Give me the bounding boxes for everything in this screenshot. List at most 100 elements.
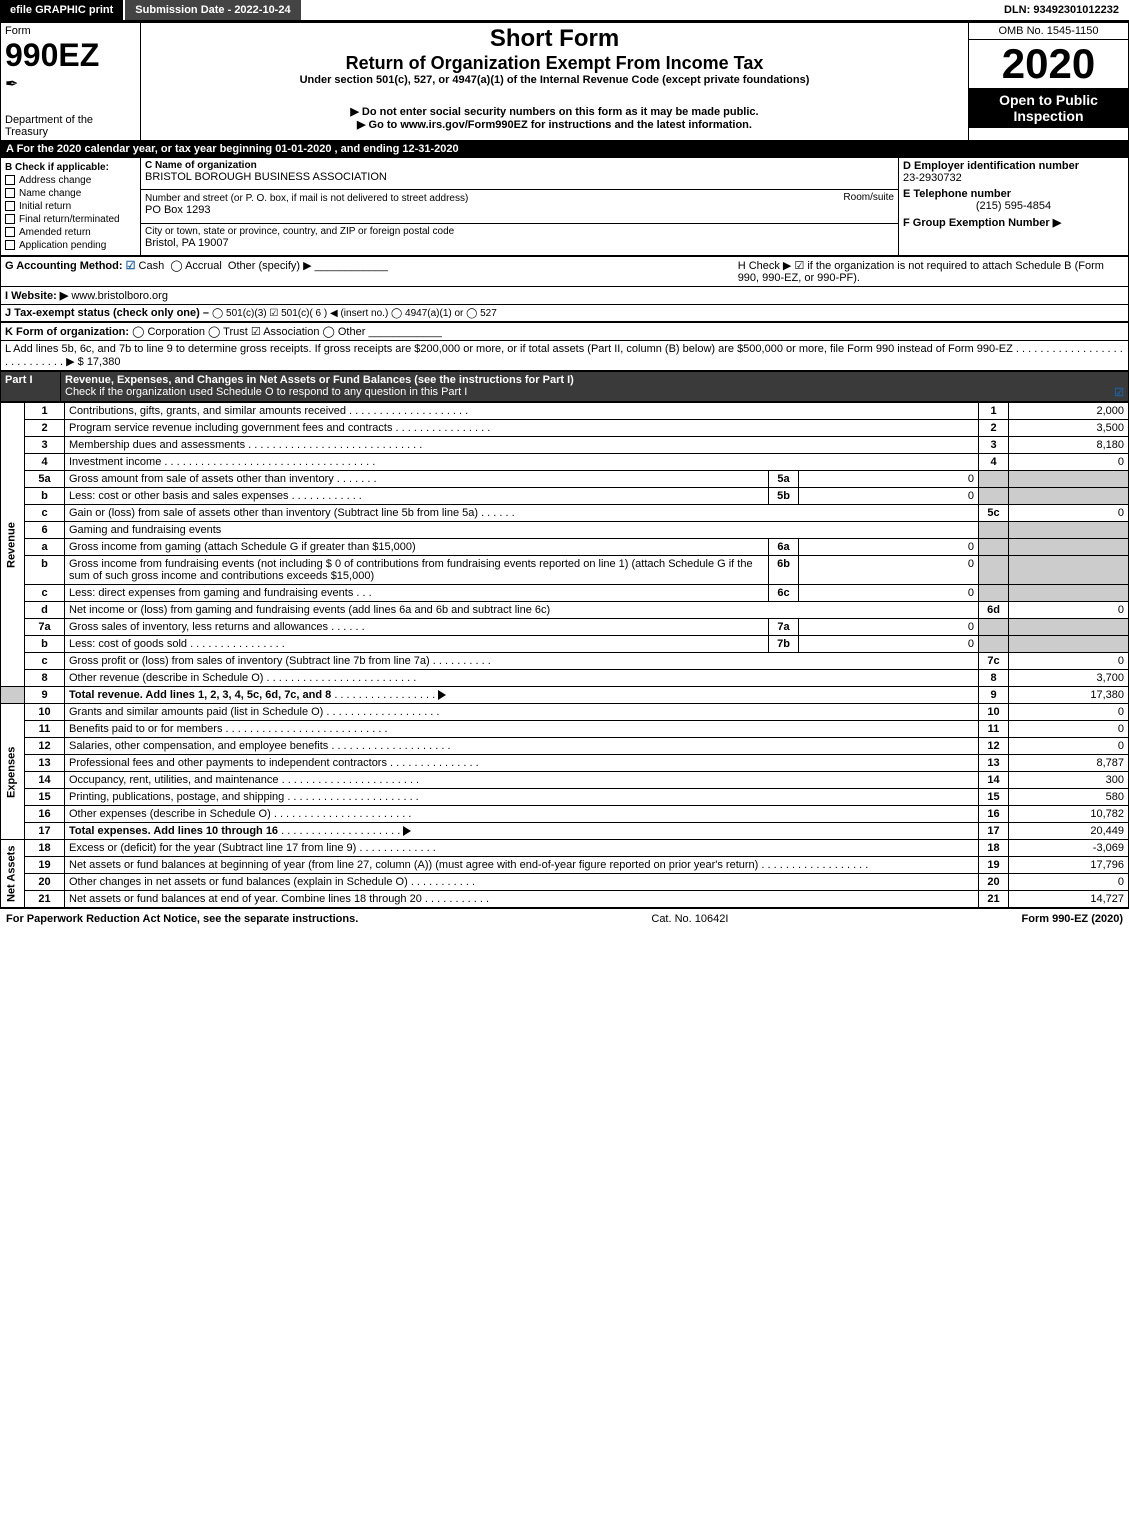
arrow-icon xyxy=(403,826,411,836)
line-15-text: Printing, publications, postage, and shi… xyxy=(65,789,979,806)
line-4-text: Investment income . . . . . . . . . . . … xyxy=(65,454,979,471)
line-6-text: Gaming and fundraising events xyxy=(65,522,979,539)
line-21-val: 14,727 xyxy=(1009,891,1129,908)
line-15-val: 580 xyxy=(1009,789,1129,806)
line-10-val: 0 xyxy=(1009,704,1129,721)
line-17-val: 20,449 xyxy=(1009,823,1129,840)
line-18-num: 18 xyxy=(25,840,65,857)
line-7b-sub: 7b xyxy=(769,636,799,653)
instructions-cell: ▶ Do not enter social security numbers o… xyxy=(141,103,969,141)
line-3-num: 3 xyxy=(25,437,65,454)
line-20-text: Other changes in net assets or fund bala… xyxy=(65,874,979,891)
line-5a-gray2 xyxy=(1009,471,1129,488)
title-cell: Short Form Return of Organization Exempt… xyxy=(141,23,969,104)
line-20-box: 20 xyxy=(979,874,1009,891)
section-j: J Tax-exempt status (check only one) – ◯… xyxy=(1,305,1129,322)
form-header-table: Form 990EZ ✒ Department of the Treasury … xyxy=(0,22,1129,141)
line-5b-gray2 xyxy=(1009,488,1129,505)
footer-right: Form 990-EZ (2020) xyxy=(1022,913,1123,925)
line-6d-text: Net income or (loss) from gaming and fun… xyxy=(65,602,979,619)
cb-name-change[interactable]: Name change xyxy=(5,188,136,199)
ssn-warning: ▶ Do not enter social security numbers o… xyxy=(145,105,964,118)
line-11-box: 11 xyxy=(979,721,1009,738)
line-5b-gray xyxy=(979,488,1009,505)
part1-label: Part I xyxy=(1,372,61,402)
line-6d-num: d xyxy=(25,602,65,619)
street-value: PO Box 1293 xyxy=(145,204,894,216)
line-5a-sv: 0 xyxy=(799,471,979,488)
line-6c-gray2 xyxy=(1009,585,1129,602)
line-9-rot xyxy=(1,687,25,704)
line-5a-num: 5a xyxy=(25,471,65,488)
city-value: Bristol, PA 19007 xyxy=(145,237,894,249)
omb-number: OMB No. 1545-1150 xyxy=(969,23,1128,40)
cb-initial-return[interactable]: Initial return xyxy=(5,201,136,212)
main-title: Return of Organization Exempt From Incom… xyxy=(145,53,964,74)
line-7b-sv: 0 xyxy=(799,636,979,653)
line-18-val: -3,069 xyxy=(1009,840,1129,857)
submission-date: Submission Date - 2022-10-24 xyxy=(125,0,300,20)
org-name-cell: C Name of organization BRISTOL BOROUGH B… xyxy=(141,158,899,190)
gh-table: G Accounting Method: ☑ Cash ◯ Accrual Ot… xyxy=(0,256,1129,322)
line-18-text: Excess or (deficit) for the year (Subtra… xyxy=(65,840,979,857)
line-6a-text: Gross income from gaming (attach Schedul… xyxy=(65,539,769,556)
lines-table: Revenue 1 Contributions, gifts, grants, … xyxy=(0,402,1129,908)
line-2-val: 3,500 xyxy=(1009,420,1129,437)
kl-table: K Form of organization: ◯ Corporation ◯ … xyxy=(0,322,1129,371)
line-15-box: 15 xyxy=(979,789,1009,806)
short-form-title: Short Form xyxy=(145,25,964,53)
part1-header-table: Part I Revenue, Expenses, and Changes in… xyxy=(0,371,1129,402)
dept-treasury: Department of the Treasury xyxy=(5,114,136,138)
line-7b-gray xyxy=(979,636,1009,653)
footer: For Paperwork Reduction Act Notice, see … xyxy=(0,908,1129,929)
line-5b-num: b xyxy=(25,488,65,505)
cb-final-return[interactable]: Final return/terminated xyxy=(5,214,136,225)
website-link[interactable]: www.bristolboro.org xyxy=(71,290,168,302)
line-8-text: Other revenue (describe in Schedule O) .… xyxy=(65,670,979,687)
line-20-num: 20 xyxy=(25,874,65,891)
line-5b-text: Less: cost or other basis and sales expe… xyxy=(65,488,769,505)
form-id-cell: Form 990EZ ✒ Department of the Treasury xyxy=(1,23,141,141)
line-5a-sub: 5a xyxy=(769,471,799,488)
section-i: I Website: ▶ www.bristolboro.org xyxy=(1,287,1129,305)
cb-amended-return[interactable]: Amended return xyxy=(5,227,136,238)
line-12-box: 12 xyxy=(979,738,1009,755)
city-label: City or town, state or province, country… xyxy=(145,226,894,237)
line-7b-text: Less: cost of goods sold . . . . . . . .… xyxy=(65,636,769,653)
line-11-text: Benefits paid to or for members . . . . … xyxy=(65,721,979,738)
line-13-val: 8,787 xyxy=(1009,755,1129,772)
line-7b-gray2 xyxy=(1009,636,1129,653)
line-6b-gray2 xyxy=(1009,556,1129,585)
goto-link[interactable]: ▶ Go to www.irs.gov/Form990EZ for instru… xyxy=(145,118,964,131)
line-19-box: 19 xyxy=(979,857,1009,874)
section-g: G Accounting Method: ☑ Cash ◯ Accrual Ot… xyxy=(1,257,734,287)
efile-button[interactable]: efile GRAPHIC print xyxy=(0,0,125,20)
line-6c-sub: 6c xyxy=(769,585,799,602)
line-6a-gray2 xyxy=(1009,539,1129,556)
line-7c-num: c xyxy=(25,653,65,670)
section-h: H Check ▶ ☑ if the organization is not r… xyxy=(734,257,1129,287)
line-2-text: Program service revenue including govern… xyxy=(65,420,979,437)
line-3-val: 8,180 xyxy=(1009,437,1129,454)
dln: DLN: 93492301012232 xyxy=(994,0,1129,20)
line-6-gray2 xyxy=(1009,522,1129,539)
line-6-gray xyxy=(979,522,1009,539)
line-5b-sub: 5b xyxy=(769,488,799,505)
cb-application-pending[interactable]: Application pending xyxy=(5,240,136,251)
line-6a-gray xyxy=(979,539,1009,556)
line-14-val: 300 xyxy=(1009,772,1129,789)
room-label: Room/suite xyxy=(843,192,894,203)
line-9-val: 17,380 xyxy=(1009,687,1129,704)
line-12-num: 12 xyxy=(25,738,65,755)
footer-mid: Cat. No. 10642I xyxy=(651,913,728,925)
line-12-val: 0 xyxy=(1009,738,1129,755)
line-6b-text: Gross income from fundraising events (no… xyxy=(65,556,769,585)
line-2-box: 2 xyxy=(979,420,1009,437)
line-16-text: Other expenses (describe in Schedule O) … xyxy=(65,806,979,823)
line-5c-num: c xyxy=(25,505,65,522)
line-6a-sub: 6a xyxy=(769,539,799,556)
line-6-num: 6 xyxy=(25,522,65,539)
line-5c-text: Gain or (loss) from sale of assets other… xyxy=(65,505,979,522)
cb-address-change[interactable]: Address change xyxy=(5,175,136,186)
section-b-checkboxes: B Check if applicable: Address change Na… xyxy=(1,158,141,256)
